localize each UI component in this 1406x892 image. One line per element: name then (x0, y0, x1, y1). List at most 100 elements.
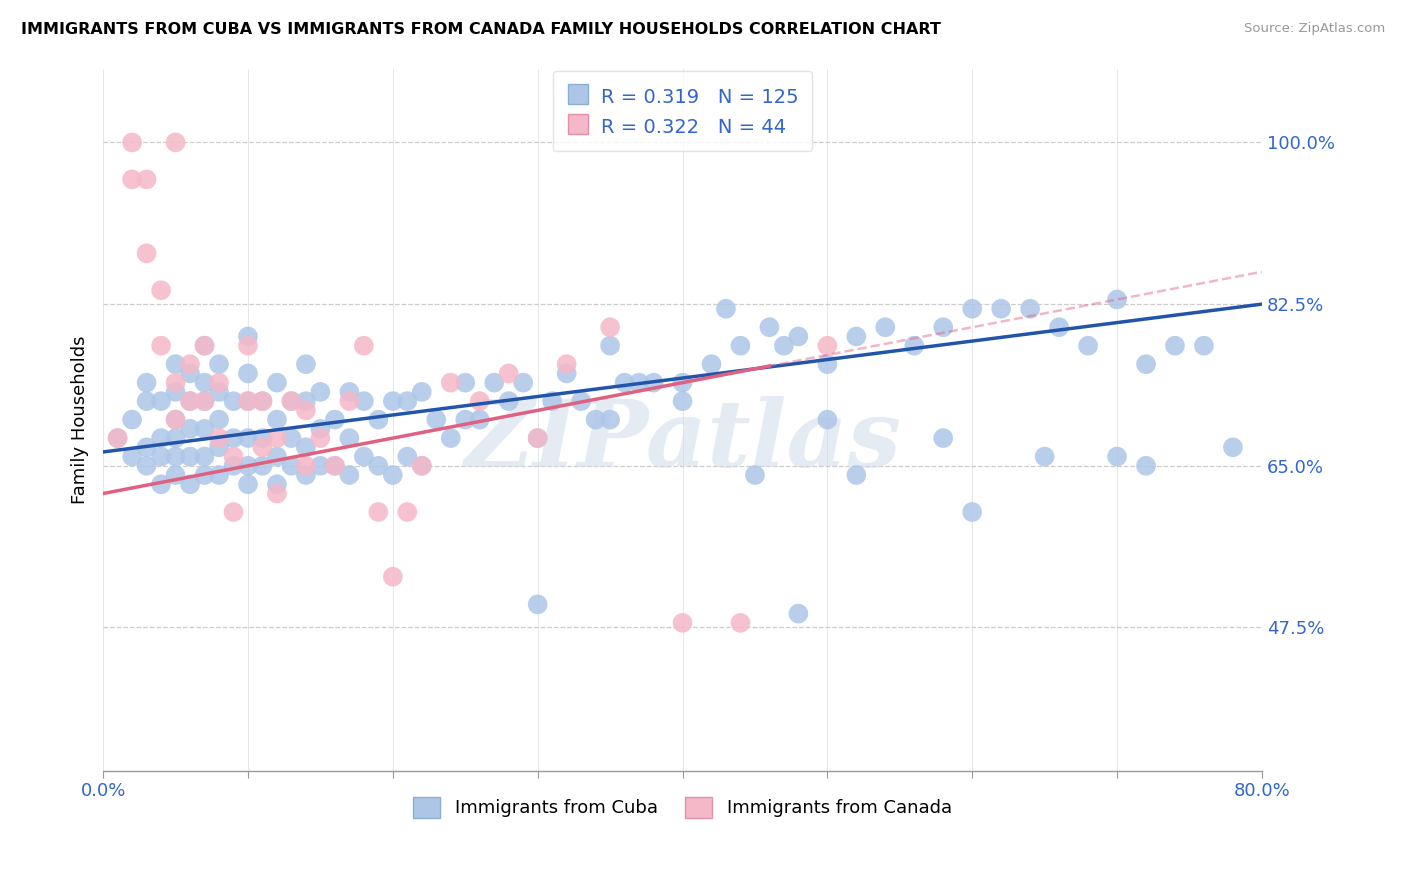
Point (165, 136, 187, 150)
Point (1222, 440, 1244, 454)
Point (730, 339, 752, 353)
Point (236, 329, 259, 343)
Point (295, 458, 318, 473)
Point (700, 357, 723, 371)
Point (845, 329, 868, 343)
Point (222, 505, 245, 519)
Point (179, 394, 201, 409)
Point (236, 431, 259, 445)
Point (585, 412, 607, 426)
Point (367, 412, 389, 426)
Point (526, 431, 548, 445)
Point (932, 320, 955, 334)
Point (990, 301, 1012, 316)
Point (252, 394, 274, 409)
Point (396, 394, 419, 409)
Point (208, 376, 231, 390)
Point (150, 431, 173, 445)
Point (121, 450, 143, 464)
Point (309, 422, 332, 436)
Point (815, 412, 838, 426)
Point (845, 468, 868, 483)
Point (165, 431, 187, 445)
Point (280, 431, 302, 445)
Point (758, 320, 780, 334)
Point (815, 339, 838, 353)
Point (714, 301, 737, 316)
Point (208, 431, 231, 445)
Point (193, 394, 215, 409)
Point (150, 283, 173, 297)
Point (353, 394, 375, 409)
Text: Source: ZipAtlas.com: Source: ZipAtlas.com (1244, 22, 1385, 36)
Point (323, 458, 346, 473)
Point (179, 477, 201, 491)
Point (1077, 339, 1099, 353)
Point (730, 615, 752, 630)
Point (628, 376, 651, 390)
Point (526, 598, 548, 612)
Point (526, 431, 548, 445)
Point (121, 136, 143, 150)
Point (1135, 357, 1157, 371)
Point (1019, 301, 1042, 316)
Point (960, 301, 983, 316)
Legend: Immigrants from Cuba, Immigrants from Canada: Immigrants from Cuba, Immigrants from Ca… (406, 789, 959, 825)
Point (484, 376, 506, 390)
Point (599, 320, 621, 334)
Point (309, 458, 332, 473)
Point (165, 468, 187, 483)
Point (309, 431, 332, 445)
Point (787, 607, 810, 621)
Point (323, 412, 346, 426)
Point (266, 431, 288, 445)
Point (1033, 450, 1056, 464)
Point (236, 367, 259, 381)
Point (165, 376, 187, 390)
Text: ZIPatlas: ZIPatlas (464, 396, 901, 485)
Point (280, 394, 302, 409)
Point (135, 376, 157, 390)
Point (107, 431, 129, 445)
Point (323, 458, 346, 473)
Point (367, 458, 389, 473)
Point (411, 458, 433, 473)
Point (252, 394, 274, 409)
Point (468, 394, 491, 409)
Point (295, 403, 318, 417)
Point (222, 458, 245, 473)
Point (266, 376, 288, 390)
Point (107, 431, 129, 445)
Point (193, 339, 215, 353)
Point (875, 320, 897, 334)
Point (266, 412, 288, 426)
Point (353, 339, 375, 353)
Point (208, 357, 231, 371)
Point (744, 468, 766, 483)
Point (353, 450, 375, 464)
Point (165, 357, 187, 371)
Point (425, 412, 447, 426)
Point (193, 339, 215, 353)
Point (165, 412, 187, 426)
Y-axis label: Family Households: Family Households (72, 335, 89, 504)
Point (512, 376, 534, 390)
Point (135, 458, 157, 473)
Point (337, 468, 360, 483)
Point (179, 394, 201, 409)
Point (671, 394, 693, 409)
Point (1164, 339, 1187, 353)
Point (932, 431, 955, 445)
Point (599, 339, 621, 353)
Point (613, 376, 636, 390)
Point (236, 477, 259, 491)
Point (165, 450, 187, 464)
Point (252, 458, 274, 473)
Point (193, 422, 215, 436)
Point (367, 505, 389, 519)
Point (121, 172, 143, 186)
Point (440, 431, 463, 445)
Point (599, 412, 621, 426)
Point (150, 450, 173, 464)
Point (165, 384, 187, 399)
